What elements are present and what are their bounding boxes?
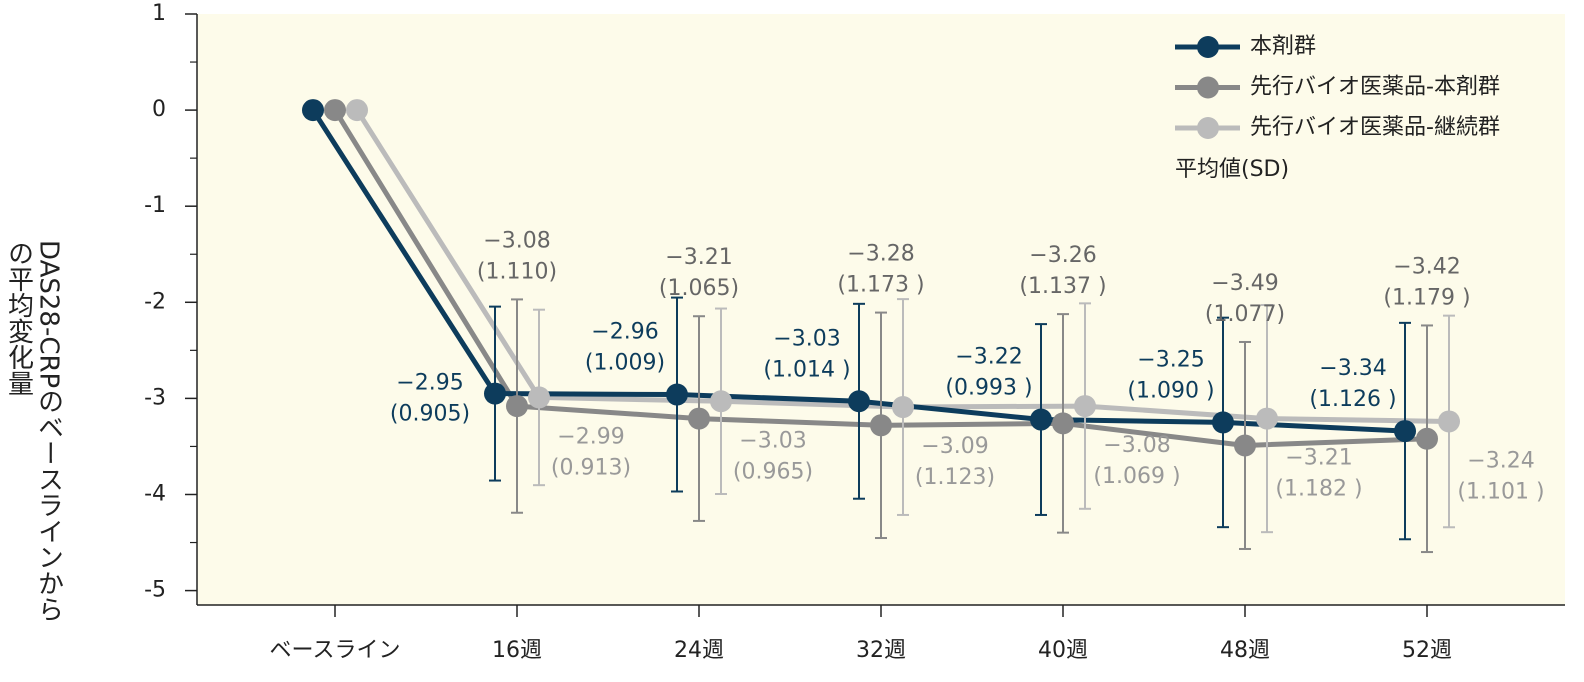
value-label: −3.34 [1319, 356, 1386, 381]
marker [1394, 420, 1416, 443]
error-label: (1.014 ) [763, 357, 850, 382]
marker [666, 383, 688, 406]
error-label: (1.179 ) [1383, 285, 1470, 310]
value-label: −3.08 [1103, 433, 1170, 458]
error-label: (1.126 ) [1309, 387, 1396, 412]
x-tick-label: 52週 [1402, 638, 1452, 663]
marker [1234, 434, 1256, 457]
marker [1416, 427, 1438, 450]
marker [870, 414, 892, 437]
marker [484, 382, 506, 405]
value-label: −3.08 [483, 228, 550, 253]
legend-marker [1197, 117, 1219, 139]
y-tick-label: 0 [152, 97, 166, 122]
error-label: (1.182 ) [1275, 477, 1362, 502]
marker [1052, 412, 1074, 435]
y-axis-label: DAS28-CRPのベースラインから [34, 240, 64, 622]
value-label: −3.03 [739, 428, 806, 453]
legend-label: 先行バイオ医薬品-本剤群 [1250, 75, 1500, 100]
error-label: (1.069 ) [1093, 464, 1180, 489]
x-tick-label: 40週 [1038, 638, 1088, 663]
marker [528, 386, 550, 409]
error-label: (0.905) [390, 402, 470, 427]
marker [688, 407, 710, 430]
marker [710, 390, 732, 413]
error-label: (1.173 ) [837, 273, 924, 298]
y-tick-label: -2 [144, 289, 166, 314]
x-tick-label: 24週 [674, 638, 724, 663]
error-label: (0.993 ) [945, 376, 1032, 401]
marker [1438, 410, 1460, 433]
x-tick-label: ベースライン [270, 638, 401, 663]
error-label: (1.077) [1205, 302, 1285, 327]
error-label: (1.009) [585, 351, 665, 376]
value-label: −3.49 [1211, 271, 1278, 296]
marker [324, 99, 346, 122]
value-label: −3.26 [1029, 243, 1096, 268]
marker [1212, 411, 1234, 434]
legend-note: 平均値(SD) [1175, 157, 1289, 182]
value-label: −3.21 [1285, 446, 1352, 471]
x-tick-label: 16週 [492, 638, 542, 663]
value-label: −3.21 [665, 245, 732, 270]
error-label: (0.913) [551, 455, 631, 480]
error-label: (1.101 ) [1457, 479, 1544, 504]
error-label: (0.965) [733, 459, 813, 484]
error-label: (1.110) [477, 259, 557, 284]
marker [1256, 407, 1278, 430]
value-label: −3.22 [955, 345, 1022, 370]
x-tick-label: 32週 [856, 638, 906, 663]
value-label: −3.24 [1467, 448, 1534, 473]
legend-marker [1197, 36, 1219, 58]
value-label: −2.96 [591, 320, 658, 345]
y-tick-label: 1 [152, 1, 166, 26]
legend-marker [1197, 76, 1219, 99]
y-tick-label: -5 [144, 578, 166, 603]
value-label: −3.03 [773, 326, 840, 351]
error-label: (1.137 ) [1019, 274, 1106, 299]
value-label: −3.25 [1137, 347, 1204, 372]
value-label: −3.28 [847, 242, 914, 267]
marker [302, 99, 324, 122]
value-label: −3.42 [1393, 254, 1460, 279]
value-label: −2.99 [557, 424, 624, 449]
marker [506, 395, 528, 418]
marker [1030, 408, 1052, 431]
value-label: −3.09 [921, 434, 988, 459]
legend-label: 先行バイオ医薬品-継続群 [1250, 115, 1500, 140]
value-label: −2.95 [396, 371, 463, 396]
y-axis-label: の平均変化量 [4, 240, 34, 396]
marker [346, 99, 368, 122]
y-tick-label: -4 [144, 481, 166, 506]
marker [1074, 395, 1096, 418]
y-tick-label: -1 [144, 193, 166, 218]
x-tick-label: 48週 [1220, 638, 1270, 663]
marker [892, 396, 914, 419]
marker [848, 390, 870, 413]
error-label: (1.123) [915, 465, 995, 490]
legend-label: 本剤群 [1250, 34, 1316, 59]
y-tick-label: -3 [144, 385, 166, 410]
error-label: (1.090 ) [1127, 378, 1214, 403]
error-label: (1.065) [659, 276, 739, 301]
